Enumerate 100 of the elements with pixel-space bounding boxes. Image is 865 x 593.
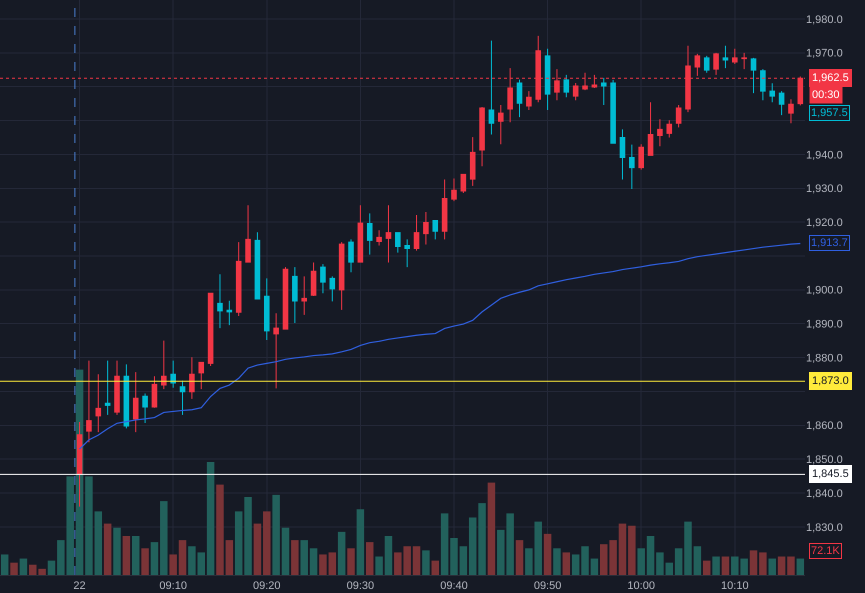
- candlestick: [451, 178, 457, 202]
- candlestick: [769, 82, 776, 103]
- y-tick-label: 1,890.0: [806, 318, 843, 331]
- candlestick: [273, 312, 279, 389]
- bar: [338, 532, 346, 575]
- candlestick: [404, 238, 410, 268]
- candlestick: [366, 212, 373, 256]
- bar: [356, 509, 364, 575]
- candlestick: [666, 120, 672, 138]
- bar: [628, 526, 636, 575]
- y-tick-label: 1,840.0: [806, 488, 843, 500]
- candlestick: [245, 204, 251, 263]
- candlestick: [657, 118, 663, 147]
- candlestick: [741, 52, 747, 70]
- candlestick: [376, 230, 382, 246]
- bar: [66, 476, 74, 575]
- candlestick: [189, 356, 195, 400]
- candlestick: [460, 174, 466, 194]
- bar: [666, 562, 674, 575]
- text: 72.1K: [811, 545, 840, 557]
- candlestick: [629, 144, 635, 190]
- bar: [122, 536, 130, 575]
- candlestick: [704, 55, 710, 74]
- candlestick: [104, 360, 110, 416]
- bar: [178, 540, 186, 575]
- data-label: 1,913.7: [811, 237, 848, 249]
- bar: [347, 548, 355, 575]
- candlestick: [132, 372, 139, 433]
- candlestick: [254, 232, 260, 300]
- x-tick-label: 09:30: [346, 580, 374, 592]
- bar: [57, 540, 65, 575]
- bar: [198, 552, 205, 575]
- bar: [234, 511, 242, 575]
- bar: [562, 552, 570, 575]
- bar: [169, 554, 177, 575]
- candlestick: [564, 74, 570, 98]
- bar: [216, 484, 224, 575]
- candlestick: [310, 262, 316, 296]
- bar: [712, 556, 720, 575]
- candlestick: [423, 211, 429, 245]
- bar: [29, 564, 37, 575]
- bar: [48, 560, 56, 575]
- candlestick: [638, 144, 644, 170]
- bar: [38, 568, 46, 575]
- ref-line-label: 1,962.5: [812, 72, 849, 84]
- candlestick: [198, 362, 204, 390]
- y-tick-label: 1,970.0: [806, 48, 843, 60]
- candlestick: [320, 264, 326, 294]
- candlestick: [432, 220, 438, 240]
- bar: [310, 548, 318, 575]
- candlestick: [620, 128, 626, 180]
- bar: [150, 542, 158, 575]
- candlestick: [713, 52, 719, 76]
- bar: [132, 536, 140, 575]
- candlestick: [676, 104, 682, 128]
- bar: [460, 546, 468, 575]
- bar: [263, 511, 271, 575]
- bar: [422, 550, 430, 575]
- candlestick: [386, 204, 392, 263]
- candlestick: [760, 68, 766, 101]
- candlestick: [648, 102, 654, 156]
- candlestick: [292, 266, 298, 324]
- bar: [282, 528, 290, 575]
- candlestick: [600, 77, 607, 106]
- y-tick-label: 1,920.0: [806, 216, 843, 229]
- x-tick-label: 10:10: [721, 580, 749, 592]
- bar: [403, 546, 411, 575]
- bar: [478, 503, 486, 575]
- candlestick: [86, 360, 92, 443]
- y-tick-label: 1,980.0: [806, 14, 843, 26]
- bar: [20, 558, 28, 575]
- y-tick-label: 1,880.0: [806, 352, 843, 364]
- candlestick: [161, 340, 167, 390]
- x-tick-label: 09:10: [159, 580, 187, 592]
- bar: [544, 534, 552, 575]
- y-tick-label: 1,850.0: [806, 454, 843, 466]
- candlestick: [348, 238, 354, 273]
- bar: [497, 530, 505, 575]
- x-tick-label: 09:40: [440, 580, 468, 592]
- candlestick: [442, 178, 448, 240]
- bar: [366, 542, 374, 575]
- candlestick: [152, 376, 158, 408]
- candlestick: [142, 392, 148, 424]
- candlestick: [414, 214, 420, 252]
- bar: [740, 558, 748, 575]
- candlestick: [516, 79, 522, 118]
- bar: [516, 540, 524, 575]
- bar: [553, 548, 561, 575]
- y-tick-label: 1,860.0: [806, 420, 843, 432]
- bar: [534, 522, 542, 575]
- candlestick: [217, 274, 223, 329]
- bar: [488, 482, 496, 575]
- ref-line-label: 1,873.0: [812, 375, 849, 387]
- bar: [674, 548, 682, 575]
- candlestick: [479, 106, 485, 167]
- bar: [226, 540, 234, 575]
- bar: [637, 548, 645, 575]
- x-tick-label: 09:50: [534, 580, 562, 592]
- candlestick: [498, 104, 504, 145]
- bar: [432, 560, 440, 575]
